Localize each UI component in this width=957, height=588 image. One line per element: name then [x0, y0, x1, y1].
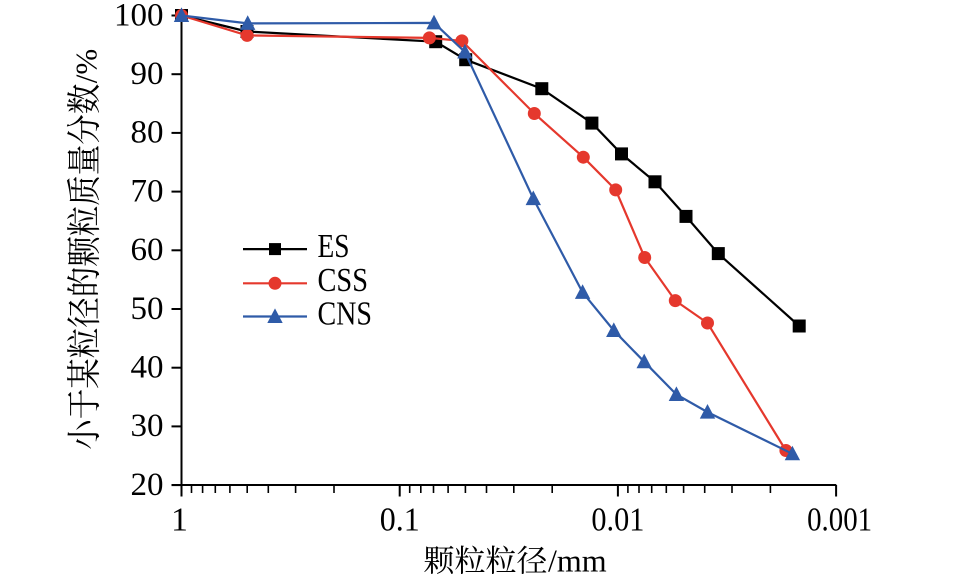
svg-text:ES: ES	[318, 228, 350, 265]
svg-text:90: 90	[131, 56, 164, 92]
svg-text:CNS: CNS	[318, 295, 373, 332]
svg-text:100: 100	[114, 0, 164, 33]
svg-text:30: 30	[131, 408, 164, 444]
svg-text:/mm: /mm	[548, 543, 607, 579]
svg-text:70: 70	[131, 173, 164, 209]
svg-text:80: 80	[131, 115, 164, 151]
svg-text:0.01: 0.01	[591, 502, 644, 539]
svg-text:20: 20	[131, 467, 164, 503]
svg-text:0.1: 0.1	[380, 502, 420, 539]
svg-text:50: 50	[131, 291, 164, 327]
svg-text:60: 60	[131, 232, 164, 268]
svg-text:40: 40	[131, 350, 164, 386]
svg-text:1: 1	[171, 502, 188, 539]
svg-text:CSS: CSS	[318, 262, 369, 299]
svg-text:/%: /%	[68, 49, 103, 83]
svg-text:0.001: 0.001	[807, 502, 872, 539]
